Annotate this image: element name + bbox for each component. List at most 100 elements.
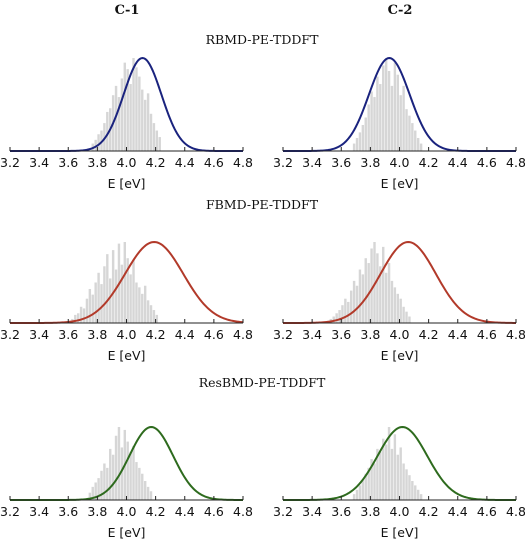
x-tick-label: 4.4 — [448, 327, 468, 342]
x-tick-label: 4.6 — [477, 327, 497, 342]
chart-panel-3: 3.2 3.4 3.6 3.8 4.0 4.2 4.4 4.6 4.8 E [eV] — [0, 240, 253, 363]
histogram-bar — [376, 253, 379, 323]
histogram-bar — [146, 486, 150, 500]
histogram-bar — [82, 308, 86, 323]
x-tick-label: 4.8 — [506, 504, 525, 519]
histogram-bar — [94, 482, 97, 500]
histogram-bar — [402, 85, 405, 151]
histogram-bar — [373, 242, 376, 323]
histogram-bar — [399, 447, 402, 500]
chart-panel-4: 3.2 3.4 3.6 3.8 4.0 4.2 4.4 4.6 4.8 E [eV] — [273, 240, 525, 363]
x-tick-label: 3.4 — [302, 504, 322, 519]
histogram-bar — [370, 91, 373, 151]
x-tick-label: 3.2 — [273, 155, 293, 170]
histogram-bar — [367, 104, 370, 151]
x-tick-label: 4.8 — [506, 155, 525, 170]
x-tick-label: 3.8 — [360, 155, 380, 170]
histogram-bar — [341, 305, 344, 323]
x-tick-label: 3.6 — [331, 327, 351, 342]
histogram-bar — [123, 62, 126, 151]
histogram-bar — [152, 123, 156, 151]
histogram-bar — [138, 287, 141, 323]
histogram-bar — [143, 481, 147, 500]
x-tick-label: 4.2 — [146, 155, 166, 170]
x-tick-label: 4.8 — [506, 327, 525, 342]
histogram-bar — [114, 435, 118, 500]
x-axis-label: E [eV] — [108, 348, 146, 363]
histogram-bar — [414, 485, 417, 500]
histogram-bar — [393, 434, 397, 500]
histogram-bar — [94, 139, 97, 151]
histogram-bar — [146, 300, 150, 323]
histogram-bar — [408, 316, 411, 323]
x-axis-label: E [eV] — [381, 348, 419, 363]
x-tick-label: 4.4 — [175, 504, 195, 519]
x-tick-label: 4.2 — [146, 504, 166, 519]
chart-panel-5: 3.2 3.4 3.6 3.8 4.0 4.2 4.4 4.6 4.8 E [eV] — [0, 425, 253, 540]
histogram-bar — [376, 76, 379, 151]
x-axis-label: E [eV] — [381, 176, 419, 191]
histogram-bar — [405, 109, 408, 151]
histogram-bar — [138, 467, 141, 500]
histogram-bar — [361, 274, 365, 323]
histogram-bar — [332, 316, 335, 323]
histogram-bar — [76, 313, 80, 323]
histogram-bar — [384, 58, 388, 151]
x-tick-label: 3.2 — [0, 155, 20, 170]
x-tick-label: 3.8 — [360, 327, 380, 342]
x-tick-label: 4.4 — [448, 504, 468, 519]
x-tick-label: 4.2 — [419, 327, 439, 342]
histogram-bar — [100, 284, 103, 323]
histogram-bar — [129, 274, 132, 323]
histogram-bar — [352, 494, 356, 500]
histogram-bar — [352, 280, 356, 323]
histogram-bar — [88, 492, 92, 500]
histogram-bar — [384, 444, 388, 500]
histogram-bar — [338, 310, 341, 323]
x-axis-label: E [eV] — [108, 176, 146, 191]
histogram-bar — [379, 84, 382, 151]
histogram-bar — [405, 311, 408, 323]
histogram-bar — [123, 242, 126, 323]
histogram-bar — [361, 479, 365, 500]
histogram-bar — [364, 258, 367, 323]
x-tick-label: 4.0 — [390, 504, 410, 519]
chart-panel-6: 3.2 3.4 3.6 3.8 4.0 4.2 4.4 4.6 4.8 E [eV] — [273, 425, 525, 540]
histogram-bar — [114, 269, 118, 323]
histogram-bar — [97, 478, 100, 500]
histogram-bar — [408, 475, 411, 500]
x-tick-label: 3.2 — [0, 327, 20, 342]
histogram-bar — [103, 463, 106, 500]
histogram-bar — [364, 117, 367, 151]
histogram-bar — [414, 130, 417, 151]
histogram-bar — [97, 272, 100, 323]
x-tick-label: 4.0 — [117, 327, 137, 342]
x-tick-label: 3.2 — [0, 504, 20, 519]
x-tick-label: 3.8 — [87, 504, 107, 519]
histogram-bar — [120, 447, 124, 500]
histogram-bar — [132, 445, 135, 500]
histogram-bar — [74, 314, 77, 323]
histogram-bar — [109, 448, 112, 500]
x-tick-label: 3.4 — [302, 155, 322, 170]
histogram-bar — [393, 287, 397, 323]
histogram-bar — [149, 305, 153, 323]
x-tick-label: 3.6 — [58, 504, 78, 519]
histogram-bar — [158, 137, 161, 151]
histogram-bar — [387, 427, 391, 500]
x-tick-label: 4.0 — [117, 504, 137, 519]
histogram-bar — [390, 85, 394, 151]
histogram-bar — [109, 278, 112, 323]
histogram-bar — [358, 485, 362, 500]
chart-panel-2: 3.2 3.4 3.6 3.8 4.0 4.2 4.4 4.6 4.8 E [eV] — [273, 56, 525, 191]
histogram-bar — [85, 298, 89, 323]
x-tick-label: 4.4 — [175, 327, 195, 342]
histogram-bar — [135, 462, 138, 500]
x-tick-label: 3.2 — [273, 327, 293, 342]
histogram-bar — [126, 258, 129, 323]
x-tick-label: 3.6 — [58, 327, 78, 342]
histogram-bar — [135, 282, 138, 323]
x-tick-label: 4.6 — [477, 504, 497, 519]
histogram-bar — [382, 246, 385, 323]
